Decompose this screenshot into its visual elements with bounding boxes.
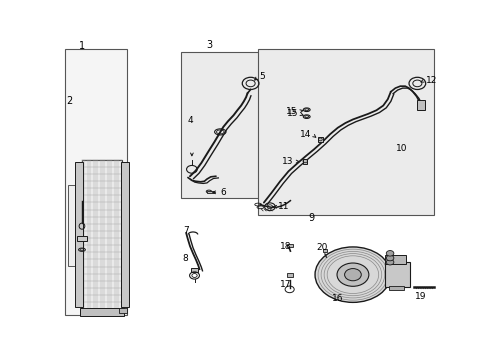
Text: 15: 15 [286,109,298,118]
Bar [121,162,128,307]
Text: 3: 3 [206,40,212,50]
Text: 17: 17 [279,280,291,289]
Bar [206,191,213,193]
Circle shape [386,260,393,265]
Text: 19: 19 [414,292,426,301]
Bar [286,244,293,247]
Bar [68,185,94,266]
Text: 4: 4 [187,116,192,125]
Circle shape [344,269,361,281]
Text: 5: 5 [259,72,265,81]
Text: 13: 13 [282,157,293,166]
Bar [180,51,280,198]
Text: 7: 7 [183,226,189,235]
Text: 8: 8 [182,253,188,262]
Circle shape [336,263,368,286]
Text: 15: 15 [285,107,297,116]
Bar [190,268,198,272]
Bar [65,49,127,315]
Bar [80,309,123,316]
Bar [119,308,127,312]
Text: 10: 10 [396,144,407,153]
Text: 16: 16 [331,294,343,303]
Text: 18: 18 [279,242,291,251]
Text: 20: 20 [316,243,327,252]
Text: 14: 14 [299,130,311,139]
Bar [322,249,326,252]
Bar [258,49,433,215]
Text: 11: 11 [277,202,289,211]
Bar [385,262,409,287]
Text: 9: 9 [307,212,314,222]
Bar [75,162,82,307]
Bar [385,255,405,264]
Text: 6: 6 [220,188,225,197]
Bar [388,286,403,291]
Bar [77,237,87,242]
Bar [317,137,322,141]
Bar [416,100,424,110]
Text: 1: 1 [79,41,85,51]
Bar [286,273,292,276]
Text: 2: 2 [66,96,72,107]
Circle shape [314,247,390,302]
Circle shape [386,255,393,261]
Bar [302,159,307,164]
Circle shape [386,251,393,256]
Text: 12: 12 [425,76,436,85]
Bar [82,159,122,309]
